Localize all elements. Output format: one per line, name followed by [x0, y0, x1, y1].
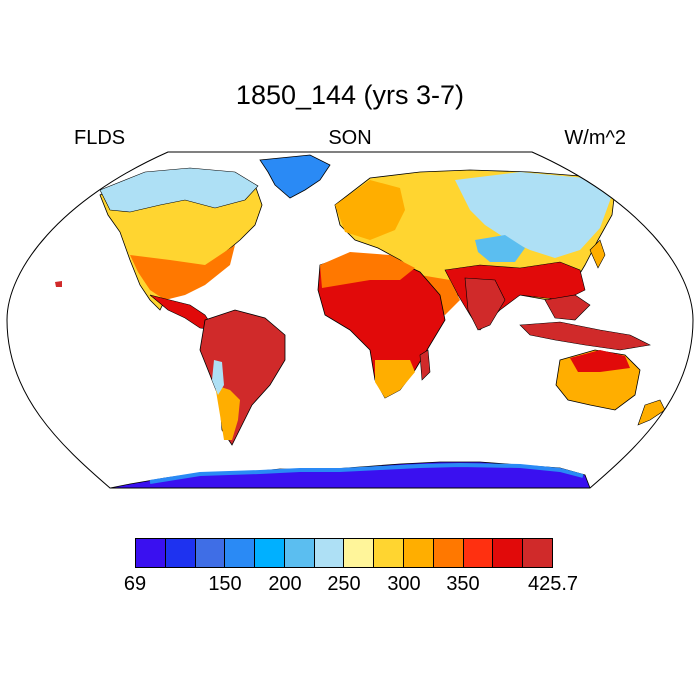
colorbar-ticks: 69 150 200 250 300 350 425.7 [0, 573, 700, 599]
colorbar-segment [463, 539, 494, 567]
colorbar-tick: 300 [387, 573, 421, 595]
south-america-south [215, 385, 240, 440]
colorbar-tick: 425.7 [527, 573, 579, 595]
colorbar-tick: 200 [268, 573, 302, 595]
colorbar-segment [284, 539, 315, 567]
colorbar-segment [404, 539, 434, 567]
colorbar-segment [225, 539, 256, 567]
hawaii-region [55, 281, 62, 287]
japan-region [589, 239, 606, 269]
colorbar-segment [493, 539, 524, 567]
map-boundary [6, 151, 694, 489]
north-australia-region [570, 350, 630, 372]
colorbar-tick: 350 [446, 573, 480, 595]
season-label: SON [328, 127, 372, 149]
colorbar-segment [314, 539, 345, 567]
south-asia-region [444, 261, 586, 331]
new-zealand-region [637, 399, 666, 426]
madagascar-region [419, 349, 431, 381]
north-america-south [130, 245, 235, 300]
colorbar-tick: 250 [327, 573, 361, 595]
colorbar-segment [255, 539, 285, 567]
map-title: 1850_144 (yrs 3-7) [235, 80, 465, 110]
tibet-region [475, 235, 525, 262]
north-africa-region [320, 252, 415, 288]
north-america-north [99, 167, 259, 213]
antarctica-edge [149, 462, 584, 484]
europe-region [335, 180, 405, 240]
colorbar-segment [344, 539, 375, 567]
siberia-region [455, 172, 612, 258]
southern-africa-region [375, 360, 415, 398]
southeast-asia-region [544, 294, 591, 321]
colorbar-tick: 150 [208, 573, 242, 595]
colorbar-tick: 69 [123, 573, 147, 595]
colorbar-segment [523, 539, 552, 567]
colorbar [135, 538, 553, 568]
variable-label: FLDS [74, 127, 126, 149]
colorbar-segment [433, 539, 464, 567]
colorbar-segment [165, 539, 196, 567]
india-region [464, 277, 506, 331]
indonesia-region [519, 321, 651, 351]
greenland-region [259, 154, 331, 199]
colorbar-segment [195, 539, 226, 567]
units-label: W/m^2 [564, 127, 626, 149]
colorbar-segment [136, 539, 166, 567]
colorbar-segment [374, 539, 405, 567]
andes-region [212, 360, 224, 395]
